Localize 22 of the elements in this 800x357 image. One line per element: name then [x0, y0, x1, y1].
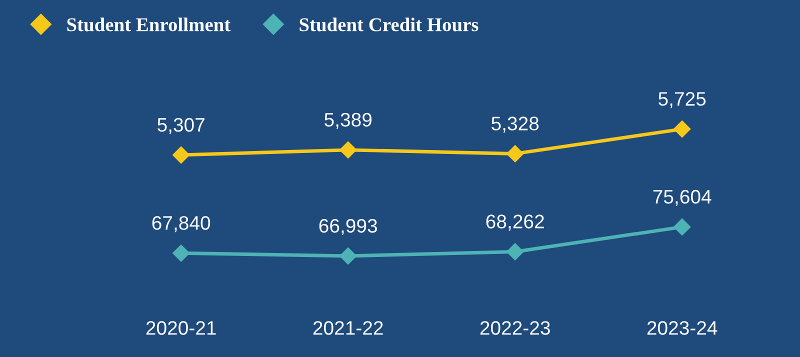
legend-label: Student Enrollment	[67, 18, 231, 32]
point	[506, 243, 524, 260]
x-tick-label: 2021-22	[313, 321, 383, 335]
data-label: 67,840	[152, 216, 210, 232]
data-label: 5,389	[324, 112, 372, 129]
point	[172, 146, 190, 164]
point	[674, 218, 691, 236]
x-tick-label: 2020-21	[146, 321, 216, 335]
legend-label: Student Credit Hours	[300, 18, 478, 32]
point	[340, 247, 357, 265]
point	[340, 141, 357, 158]
point	[172, 244, 190, 262]
point	[506, 145, 524, 162]
x-tick-label: 2023-24	[647, 321, 718, 335]
data-label: 5,328	[492, 116, 539, 133]
point	[674, 120, 691, 138]
data-label: 5,725	[658, 92, 706, 108]
data-label: 68,262	[486, 214, 544, 231]
data-label: 75,604	[653, 190, 712, 206]
data-label: 66,993	[319, 218, 377, 236]
data-label: 5,307	[158, 118, 204, 134]
x-tick-label: 2022-23	[480, 321, 550, 335]
